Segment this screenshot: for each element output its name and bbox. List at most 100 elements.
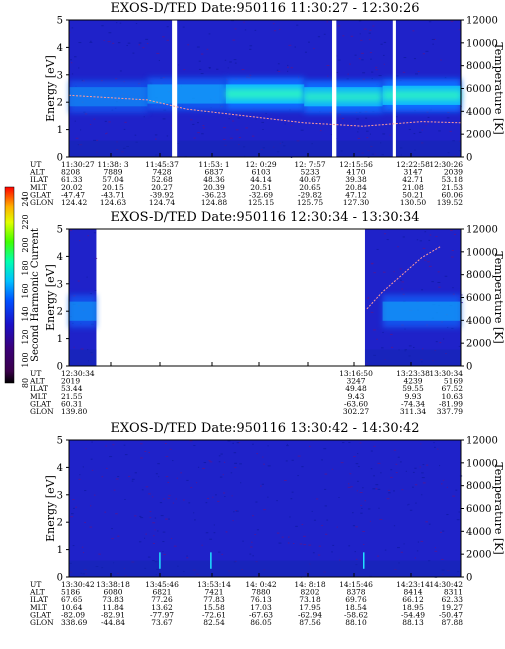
- spectrogram-noise: [276, 532, 280, 534]
- spectrogram-noise: [429, 234, 432, 236]
- spectrogram-noise: [375, 484, 379, 486]
- spectrogram-noise: [175, 498, 177, 500]
- spectrogram-noise: [112, 444, 115, 446]
- orbit-info-value: 9.93: [405, 392, 422, 401]
- spectrogram-noise: [239, 463, 242, 465]
- spectrogram-noise: [416, 239, 419, 241]
- spectrogram-noise: [286, 66, 289, 68]
- orbit-info-value: 20.39: [203, 183, 225, 192]
- spectrogram-noise: [166, 135, 169, 137]
- spectrogram-noise: [235, 129, 239, 131]
- orbit-info-value: 139.52: [437, 198, 463, 207]
- spectrogram-noise: [250, 546, 253, 548]
- band-middle: [382, 301, 461, 321]
- spectrogram-noise: [71, 513, 74, 515]
- orbit-info-value: 42.71: [402, 175, 423, 184]
- spectrogram-noise: [437, 271, 440, 273]
- spectrogram-noise: [108, 121, 111, 123]
- spectrogram-noise: [166, 39, 169, 41]
- spectrogram-noise: [201, 544, 203, 546]
- spectrogram-noise: [127, 42, 131, 44]
- spectrogram-noise: [195, 482, 198, 484]
- spectrogram-noise: [395, 472, 398, 474]
- spectrogram-noise: [138, 44, 141, 46]
- spectrogram-noise: [319, 130, 322, 132]
- spectrogram-noise: [168, 518, 170, 520]
- spectrogram-noise: [156, 52, 160, 54]
- spectrogram-noise: [452, 495, 456, 497]
- orbit-info-value: 76.13: [250, 595, 272, 604]
- spectrogram-noise: [371, 71, 374, 73]
- y2-tick-label: 8000: [466, 270, 491, 281]
- orbit-info-value: 20.15: [102, 183, 124, 192]
- y-tick-label: 2: [57, 518, 63, 529]
- y2-tick-label: 10000: [466, 458, 498, 469]
- spectrogram-noise: [176, 477, 178, 479]
- spectrogram-noise: [113, 489, 116, 491]
- spectrogram-noise: [437, 281, 441, 283]
- spectrogram-noise: [134, 134, 137, 136]
- spectrogram-noise: [425, 521, 429, 523]
- orbit-info-row-label: UT: [30, 160, 41, 169]
- orbit-info-value: 60.31: [61, 399, 82, 408]
- spectrogram-noise: [382, 331, 384, 333]
- spectrogram-noise: [255, 118, 257, 120]
- orbit-info-value: 20.51: [250, 183, 271, 192]
- spectrogram-noise: [355, 558, 358, 560]
- spectrogram-noise: [89, 41, 93, 43]
- spectrogram-noise: [359, 33, 361, 35]
- spectrogram-noise: [69, 229, 73, 231]
- spectrogram-noise: [449, 130, 452, 132]
- orbit-info-value: -77.97: [150, 610, 174, 619]
- orbit-info-value: -81.99: [439, 399, 463, 408]
- spectrogram-noise: [148, 452, 150, 454]
- spectrogram-noise: [252, 443, 254, 445]
- y2-tick-label: 0: [466, 153, 472, 164]
- spectrogram-noise: [227, 67, 229, 69]
- spectrogram-noise: [251, 135, 255, 137]
- spectrogram-noise: [145, 486, 149, 488]
- spectrogram-noise: [283, 479, 287, 481]
- spectrogram-noise: [415, 502, 417, 504]
- spectrogram-noise: [402, 71, 406, 73]
- spectrogram-noise: [212, 496, 214, 498]
- spectrogram-noise: [80, 348, 84, 350]
- spectrogram-noise: [256, 453, 259, 455]
- spectrogram-noise: [82, 552, 85, 554]
- spectrogram-noise: [290, 125, 293, 127]
- orbit-info-value: 82.54: [203, 618, 225, 627]
- spectrogram-noise: [168, 494, 171, 496]
- orbit-info-value: 87.88: [442, 618, 464, 627]
- orbit-info-table: UTALTILATMLTGLATGLON11:30:27820861.3320.…: [29, 160, 463, 207]
- orbit-info-value: 13:23:38: [396, 369, 430, 378]
- spectrogram-noise: [229, 61, 232, 63]
- spectrogram-noise: [162, 541, 165, 543]
- spectrogram-noise: [382, 271, 386, 273]
- orbit-info-value: 48.36: [203, 175, 225, 184]
- spectrogram-noise: [126, 45, 128, 47]
- spectrogram-noise: [93, 232, 97, 234]
- spectrogram-noise: [190, 486, 193, 488]
- orbit-info-value: 10.64: [61, 603, 83, 612]
- spectrogram-noise: [198, 68, 202, 70]
- spectrogram-noise: [135, 23, 138, 25]
- spectrogram-noise: [357, 466, 360, 468]
- spectrogram-noise: [267, 465, 271, 467]
- orbit-info-value: 52.68: [151, 175, 173, 184]
- spectrogram-noise: [138, 541, 142, 543]
- spectrogram-noise: [407, 504, 409, 506]
- spectrogram-noise: [215, 494, 217, 496]
- spectrogram-noise: [182, 26, 185, 28]
- spectrogram-noise: [360, 512, 363, 514]
- spectrogram-noise: [202, 127, 205, 129]
- spectrogram-noise: [86, 276, 88, 278]
- y2-axis-label: Temperature [K]: [492, 42, 505, 134]
- y-tick-label: 4: [57, 252, 63, 263]
- spectrogram-noise: [124, 498, 126, 500]
- spectrogram-noise: [157, 463, 160, 465]
- spectrogram-noise: [165, 455, 169, 457]
- spectrogram-noise: [375, 488, 378, 490]
- spectrogram-noise: [371, 263, 374, 265]
- spectrogram-noise: [362, 72, 366, 74]
